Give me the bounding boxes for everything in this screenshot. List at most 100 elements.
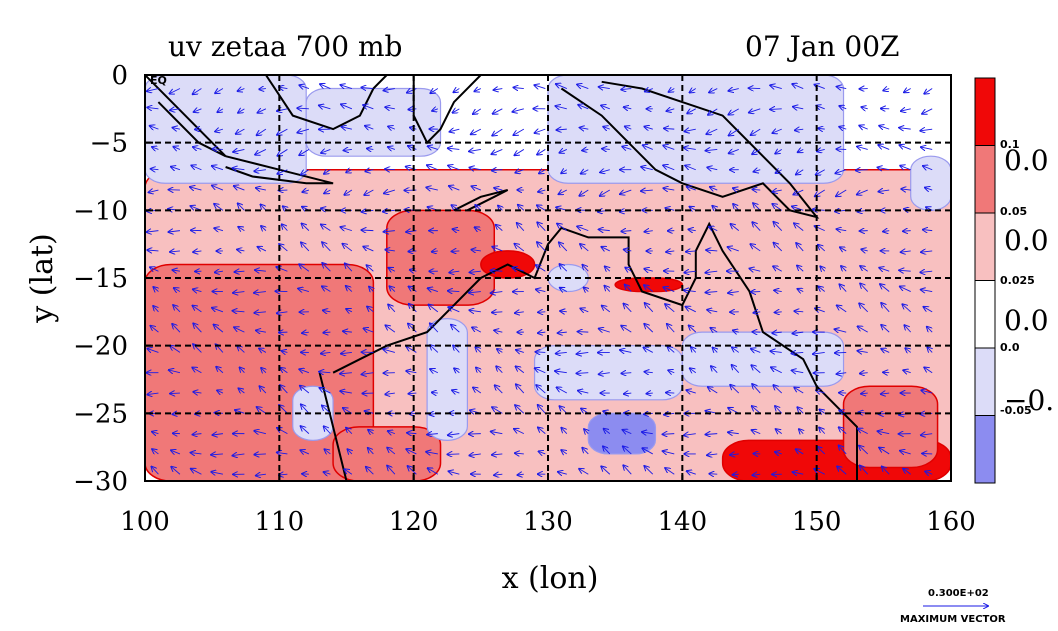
wind-vector xyxy=(663,165,675,171)
y-tick-label: −30 xyxy=(73,467,128,497)
wind-vector xyxy=(685,166,696,171)
wind-vector xyxy=(473,388,482,394)
wind-vector xyxy=(644,348,653,353)
wind-vector xyxy=(237,346,245,353)
wind-vector xyxy=(879,268,890,272)
wind-vector xyxy=(577,373,589,374)
wind-vector xyxy=(773,129,782,133)
wind-vector xyxy=(492,454,503,455)
wind-vector xyxy=(258,109,267,113)
y-tick-label: −25 xyxy=(73,399,128,429)
wind-vector xyxy=(406,449,417,455)
wind-vector xyxy=(903,370,911,373)
wind-vector xyxy=(173,128,181,130)
wind-vector xyxy=(492,170,503,171)
wind-vector xyxy=(922,108,933,114)
wind-vector xyxy=(362,87,374,88)
wind-vector xyxy=(770,109,782,110)
wind-vector xyxy=(686,307,696,313)
wind-vector xyxy=(580,309,589,312)
wind-vector xyxy=(492,149,503,154)
wind-vector xyxy=(514,128,525,135)
wind-vector xyxy=(644,127,653,130)
wind-vector xyxy=(536,385,546,394)
wind-vector xyxy=(409,393,417,394)
wind-vector xyxy=(927,347,932,352)
wind-vector xyxy=(625,126,632,129)
wind-vector xyxy=(882,467,890,475)
wind-vector xyxy=(900,287,911,292)
wind-vector xyxy=(472,327,482,333)
wind-vector xyxy=(796,449,804,454)
wind-vector xyxy=(859,126,868,130)
wind-vector xyxy=(733,474,739,475)
wind-vector xyxy=(775,149,782,153)
wind-vector xyxy=(324,426,331,434)
colorbar-level-label-large: 0.0 xyxy=(1004,144,1049,177)
wind-vector xyxy=(471,250,481,251)
wind-vector xyxy=(797,266,804,272)
wind-vector xyxy=(860,266,868,272)
wind-vector xyxy=(147,349,159,353)
colorbar-level-label: -0.05 xyxy=(1000,404,1032,417)
wind-vector xyxy=(623,465,632,475)
wind-vector xyxy=(561,428,568,434)
wind-vector xyxy=(794,311,804,312)
wind-vector xyxy=(169,231,180,232)
wind-vector xyxy=(301,404,310,414)
wind-vector xyxy=(539,170,546,174)
wind-vector xyxy=(668,347,675,353)
wind-vector xyxy=(558,332,567,333)
wind-vector xyxy=(537,205,546,211)
plot-area xyxy=(145,75,951,481)
wind-vector xyxy=(835,170,847,174)
coastline-borneo xyxy=(265,75,388,131)
wind-vector xyxy=(368,448,374,455)
wind-vector xyxy=(534,85,546,88)
wind-vector xyxy=(535,368,546,374)
wind-vector xyxy=(261,226,266,231)
wind-vector xyxy=(170,88,181,94)
wind-vector xyxy=(428,468,439,475)
wind-vector xyxy=(517,223,525,231)
wind-vector xyxy=(452,390,460,393)
wind-vector xyxy=(923,166,933,170)
wind-vector xyxy=(365,170,374,172)
wind-vector xyxy=(900,166,911,170)
wind-vector xyxy=(385,250,395,251)
wind-vector xyxy=(538,428,546,434)
wind-vector xyxy=(428,146,438,149)
wind-vector xyxy=(152,467,159,475)
wind-vector xyxy=(426,187,438,190)
wind-vector xyxy=(298,289,310,292)
wind-vector xyxy=(192,368,202,374)
wind-vector xyxy=(584,288,589,292)
wind-vector xyxy=(684,434,696,436)
wind-vector xyxy=(794,388,804,394)
wind-vector xyxy=(475,227,482,230)
wind-vector xyxy=(860,284,869,292)
wind-vector xyxy=(450,129,460,132)
wind-vector xyxy=(733,204,740,211)
x-tick-label: 100 xyxy=(120,507,170,537)
wind-vector xyxy=(513,109,524,112)
wind-vector xyxy=(427,165,439,171)
wind-vector xyxy=(537,242,546,252)
wind-vector xyxy=(729,128,739,135)
wind-vector xyxy=(233,454,245,456)
wind-vector xyxy=(620,350,632,352)
wind-vector xyxy=(173,270,181,271)
wind-vector xyxy=(149,190,159,192)
wind-vector xyxy=(861,107,868,109)
wind-vector xyxy=(538,405,546,414)
wind-vector xyxy=(345,264,353,272)
wind-vector xyxy=(191,453,202,454)
y-tick-label: −5 xyxy=(90,129,128,159)
wind-vector xyxy=(430,369,439,373)
wind-vector xyxy=(837,466,847,475)
wind-vector xyxy=(257,407,267,414)
wind-vector xyxy=(925,188,933,190)
wind-vector xyxy=(341,227,353,231)
wind-vector xyxy=(796,170,804,175)
wind-vector xyxy=(920,271,933,272)
